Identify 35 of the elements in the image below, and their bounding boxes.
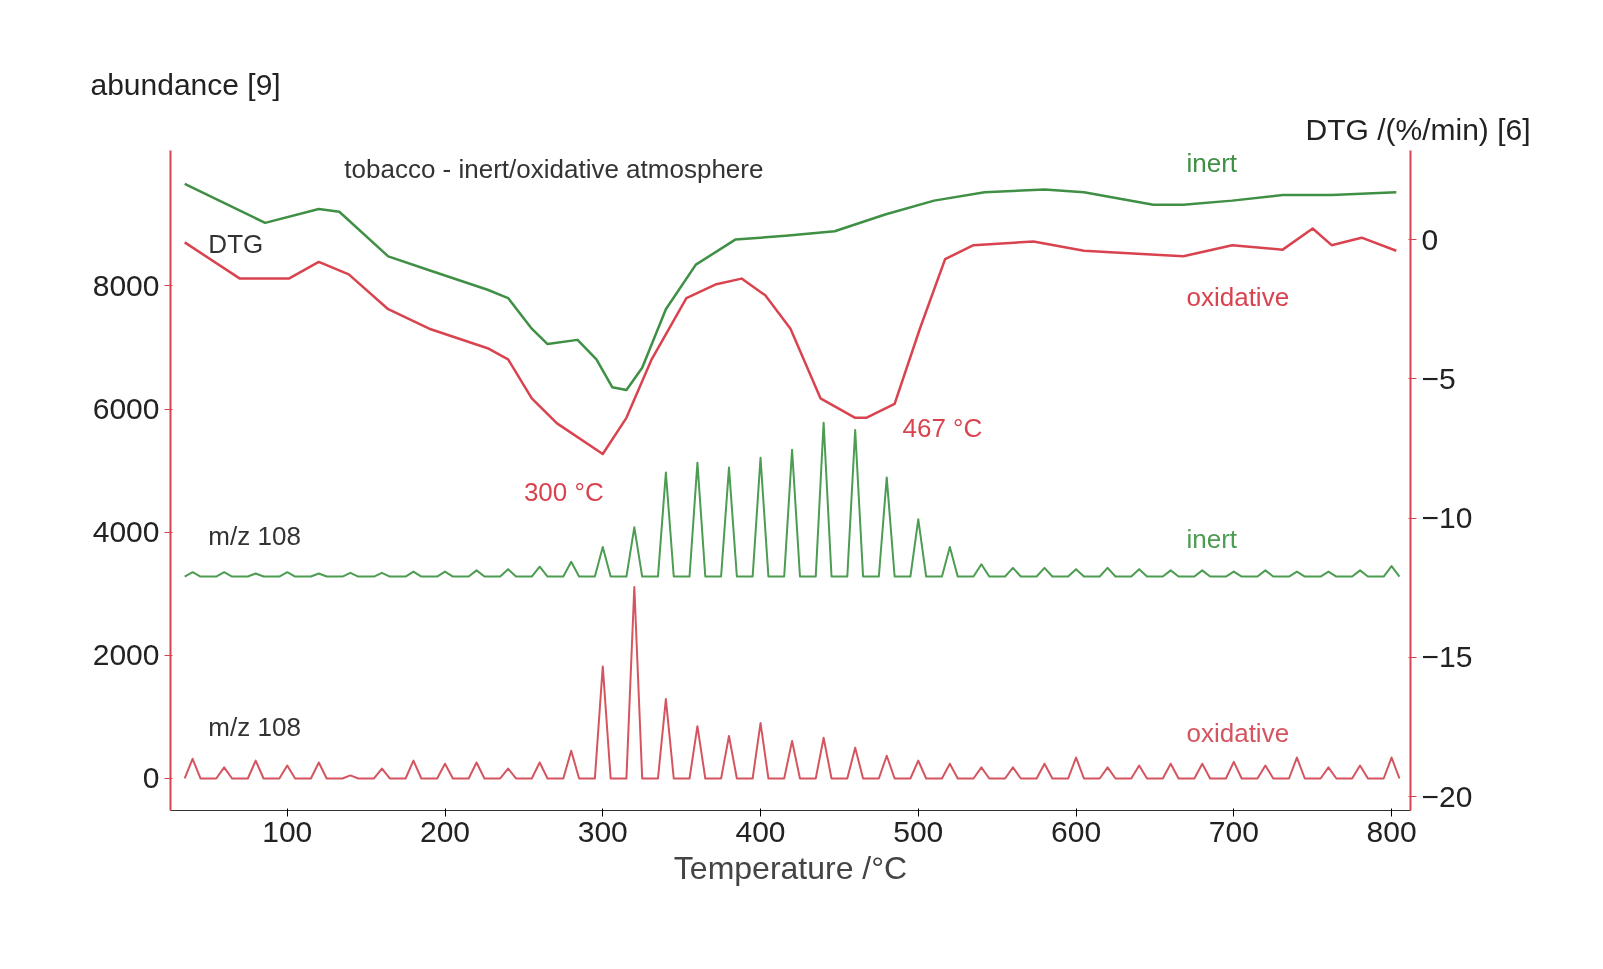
x-tick-label: 200: [419, 814, 471, 848]
line-series: [183, 586, 1401, 780]
annotation: 300 °C: [523, 476, 604, 507]
series-label: inert: [1186, 523, 1238, 554]
y-tick-label: 8000: [92, 268, 160, 302]
y-tick-label: 4000: [92, 515, 160, 549]
series-label: oxidative: [1186, 282, 1290, 313]
y2-tick-label: −5: [1421, 361, 1456, 395]
annotation: 467 °C: [902, 412, 983, 443]
y-tick-label: 2000: [92, 638, 160, 672]
y2-tick-label: −15: [1421, 640, 1473, 674]
chart-title: tobacco - inert/oxidative atmosphere: [344, 153, 764, 184]
x-tick-label: 100: [262, 814, 313, 848]
series-label: inert: [1186, 148, 1238, 179]
y-tick-label: 0: [142, 761, 160, 795]
line-series: [183, 421, 1401, 578]
x-tick-label: 500: [893, 814, 944, 848]
y2-tick-label: −20: [1421, 779, 1473, 813]
series-label: oxidative: [1186, 717, 1290, 748]
y2-tick-label: 0: [1421, 222, 1439, 256]
line-series: [183, 182, 1398, 392]
annotation: m/z 108: [208, 520, 301, 551]
x-axis-title: Temperature /°C: [673, 849, 908, 886]
y-axis-title: abundance [9]: [90, 67, 281, 101]
x-tick-label: 300: [577, 814, 628, 848]
line-series: [183, 227, 1398, 456]
y-tick-label: 6000: [92, 392, 160, 426]
y2-tick-label: −10: [1421, 501, 1473, 535]
y2-axis-title: DTG /(%/min) [6]: [1305, 112, 1531, 146]
annotation: m/z 108: [208, 711, 301, 742]
annotation: DTG: [208, 229, 264, 260]
x-tick-label: 700: [1208, 814, 1259, 848]
x-tick-label: 800: [1366, 814, 1417, 848]
x-tick-label: 600: [1051, 814, 1102, 848]
x-tick-label: 400: [735, 814, 786, 848]
